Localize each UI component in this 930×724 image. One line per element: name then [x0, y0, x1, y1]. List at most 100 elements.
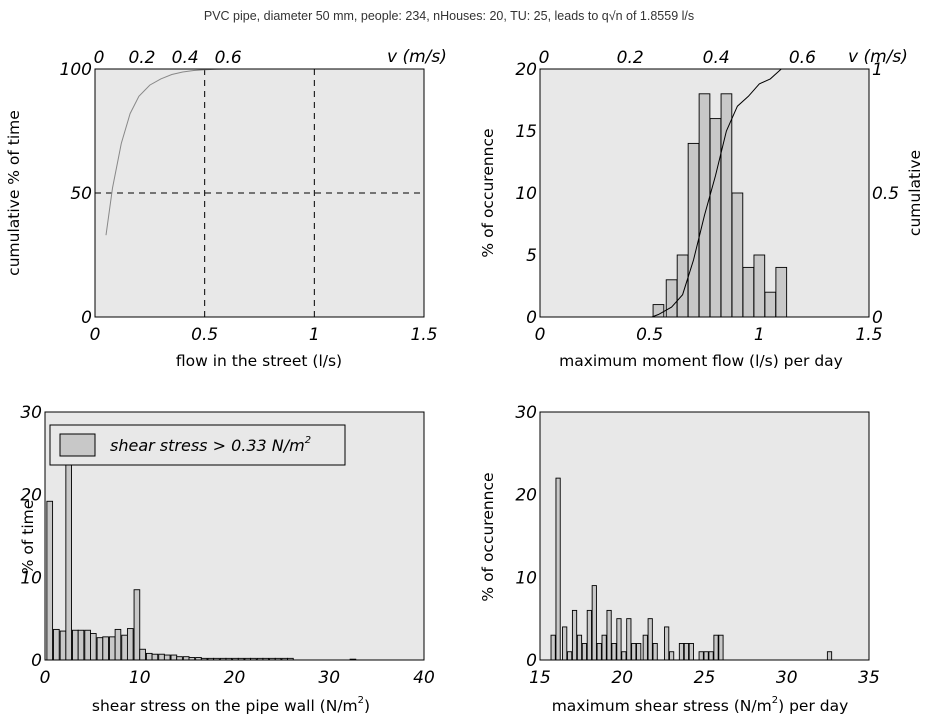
x-tick-label: 0 [90, 325, 101, 345]
y-tick-label: 0 [31, 651, 42, 671]
y-tick-label: 10 [20, 568, 42, 588]
ylabel-max-flow-hist: % of occurennce [479, 128, 497, 257]
ylabel-max-shear-hist: % of occurennce [479, 472, 497, 601]
top-tick-label: 0.6 [215, 48, 242, 68]
histogram-bar [678, 643, 685, 661]
xlabel-shear-hist: shear stress on the pipe wall (N/m2) [92, 695, 370, 715]
histogram-bar [126, 628, 134, 661]
x-tick-label: 1.5 [410, 325, 437, 345]
ylabel-shear-hist: % of time [19, 500, 37, 575]
panel-shear-hist: 0 10 20 30 40 0 10 20 30 shear stress > 0.33 N/m… [19, 403, 435, 715]
x-tick-label: 25 [694, 668, 716, 688]
top-tick-label: 0.4 [172, 48, 199, 68]
histogram-bar [555, 477, 561, 661]
right-tick-label: 0.5 [872, 184, 899, 204]
histogram-bar [703, 651, 709, 661]
histogram-bar [59, 630, 67, 661]
y-tick-label: 10 [515, 568, 537, 588]
histogram-bar [687, 142, 700, 318]
histogram-bar [669, 651, 675, 661]
histogram-bar [77, 629, 85, 661]
xlabel-max-flow-hist: maximum moment flow (l/s) per day [559, 352, 843, 370]
histogram-bar [731, 192, 744, 318]
y-tick-label: 10 [515, 184, 537, 204]
frame-max-flow-hist [539, 68, 870, 318]
y-tick-label: 20 [515, 486, 537, 506]
histogram-bar [601, 634, 607, 661]
y-tick-label: 15 [515, 122, 537, 142]
x-tick-label: 1 [754, 325, 765, 345]
histogram-bar [708, 651, 714, 661]
histogram-bar [652, 304, 665, 318]
histogram-bar [72, 629, 79, 661]
top-tick-label: 0 [539, 48, 550, 68]
xlabel-shear-hist-tail: ) [364, 697, 370, 715]
histogram-bar [652, 643, 658, 661]
top-tick-label: 0.2 [128, 48, 155, 68]
histogram-bar [642, 634, 648, 661]
histogram-bar [102, 636, 109, 661]
y-tick-label: 20 [20, 486, 42, 506]
histogram-bar [46, 500, 54, 661]
legend-swatch [59, 433, 96, 457]
xlabel-shear-hist-sup: 2 [358, 695, 364, 706]
right-ylabel-max-flow-hist: cumulative [906, 150, 924, 236]
histogram-bar [65, 461, 72, 661]
x-tick-label: 20 [611, 668, 633, 688]
histogram-bar [616, 618, 622, 661]
x-tick-label: 0 [40, 668, 51, 688]
histogram-bar [170, 654, 178, 661]
legend-label: shear stress > 0.33 N/m2 [110, 435, 311, 455]
histogram-bar [688, 643, 694, 661]
histogram-bar [698, 93, 711, 318]
histogram-bar [550, 634, 556, 661]
histogram-bar [742, 266, 755, 318]
frame-flow-cdf [94, 68, 425, 318]
top-axis-label-max-flow-hist: v (m/s) [848, 47, 908, 67]
histogram-bar [664, 626, 670, 661]
histogram-bar [631, 643, 637, 661]
histogram-bar [108, 636, 116, 661]
x-tick-label: 0.5 [636, 325, 663, 345]
histogram-bar [764, 291, 777, 318]
xlabel-max-shear-hist-main: maximum shear stress (N/m [552, 697, 772, 715]
histogram-bar [698, 651, 704, 661]
x-tick-label: 30 [776, 668, 798, 688]
histogram-bar [596, 643, 602, 661]
figure-title: PVC pipe, diameter 50 mm, people: 234, n… [204, 9, 694, 23]
histogram-bar [611, 643, 617, 661]
histogram-bar [775, 266, 788, 318]
ticks-shear-hist: 0 10 20 30 40 0 10 20 30 [20, 403, 434, 688]
x-tick-label: 1 [309, 325, 320, 345]
legend-shear-hist: shear stress > 0.33 N/m2 [49, 424, 346, 466]
histogram-bar [163, 654, 171, 661]
histogram-bar [151, 653, 159, 661]
histogram-bar [676, 254, 689, 318]
ticks-max-shear-hist: 15 20 25 30 35 0 10 20 30 [515, 403, 879, 688]
histogram-bar [114, 628, 122, 661]
plot-area-flow-cdf [94, 68, 425, 318]
xlabel-max-shear-hist-sup: 2 [772, 695, 778, 706]
y-tick-label: 50 [70, 184, 92, 204]
histogram-bar [576, 634, 583, 661]
y-tick-label: 30 [515, 403, 537, 423]
histogram-bar [53, 628, 60, 661]
ylabel-flow-cdf: cumulative % of time [5, 110, 23, 276]
y-tick-label: 0 [81, 308, 92, 328]
top-tick-label: 0.6 [789, 48, 816, 68]
y-tick-label: 0 [526, 308, 537, 328]
histogram-bar [133, 589, 141, 661]
histogram-bar [606, 609, 612, 661]
histogram-bar [647, 618, 653, 661]
histogram-bar [567, 651, 573, 661]
histogram-bar [90, 633, 97, 661]
legend-label-sup: 2 [305, 435, 311, 446]
histogram-bar [562, 626, 568, 661]
y-tick-label: 100 [60, 60, 92, 80]
top-tick-label: 0.2 [617, 48, 644, 68]
histogram-bar [145, 652, 153, 661]
